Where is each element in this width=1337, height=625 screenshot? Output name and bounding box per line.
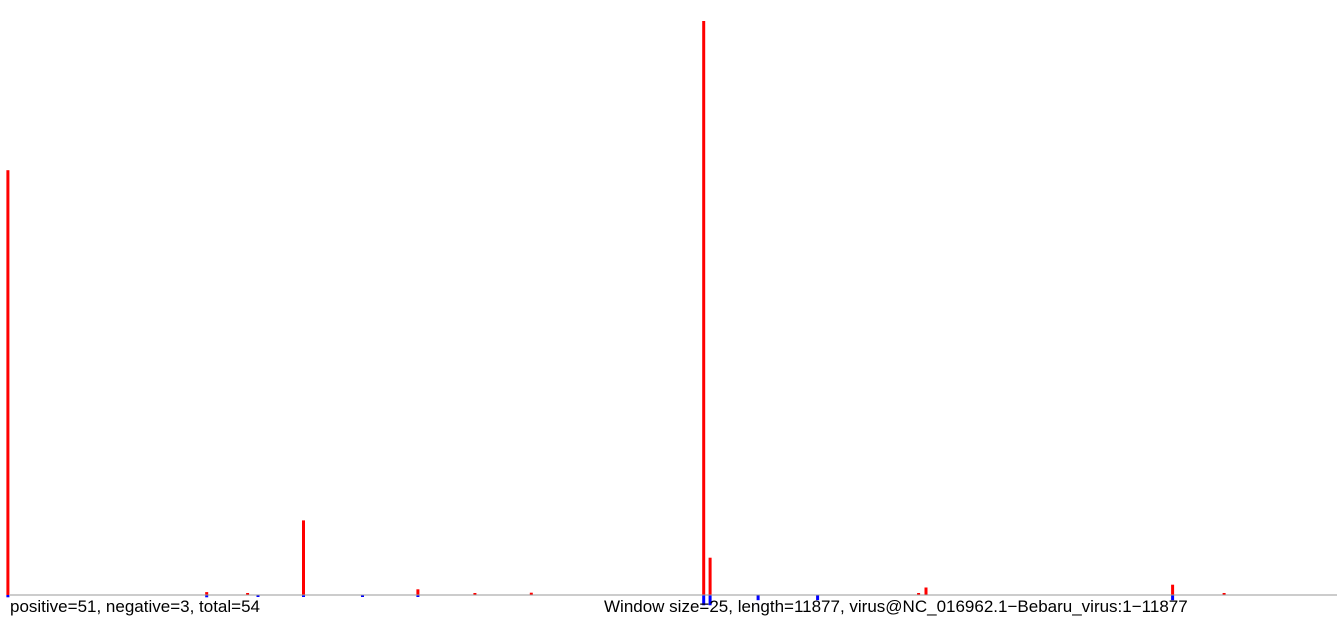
negative-bar: [816, 595, 820, 601]
negative-bar: [302, 595, 305, 597]
positive-bar: [529, 592, 533, 595]
summary-counts-text: positive=51, negative=3, total=54: [10, 597, 260, 616]
negative-bar: [702, 595, 706, 606]
negative-bar: [708, 595, 712, 606]
positive-bar: [416, 589, 420, 595]
positive-bar: [1171, 584, 1175, 595]
negative-bar: [756, 595, 760, 601]
positive-bar: [246, 593, 250, 595]
window-info-text: Window size=25, length=11877, virus@NC_0…: [604, 597, 1188, 616]
positive-bar: [6, 170, 10, 595]
negative-bar: [361, 595, 364, 597]
positive-bar: [702, 21, 706, 595]
negative-bar: [6, 595, 10, 598]
positive-bar: [1222, 593, 1226, 595]
negative-bar: [256, 595, 260, 597]
positive-bar: [302, 520, 305, 595]
positive-bar: [708, 557, 712, 595]
bars-group: [6, 21, 1226, 606]
positive-bar: [205, 592, 209, 595]
negative-bar: [205, 595, 209, 598]
positive-bar: [917, 593, 921, 595]
negative-bar: [416, 595, 420, 597]
positive-bar: [473, 593, 477, 595]
negative-bar: [1171, 595, 1175, 601]
positive-bar: [924, 587, 928, 595]
